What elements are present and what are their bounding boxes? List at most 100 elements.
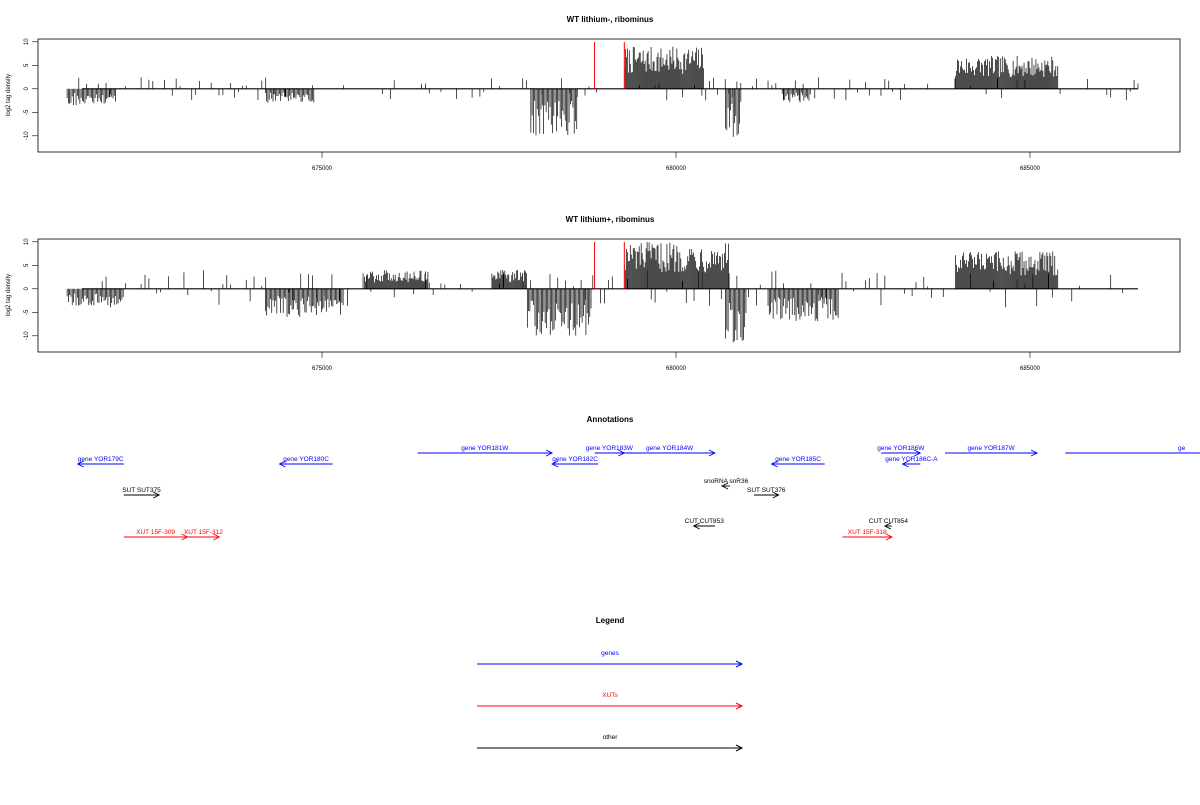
y-tick-label: 0 [24,86,30,90]
plot-frame [37,238,1181,353]
annotation-feature: XUT 15F-309 [123,529,189,541]
annotation-feature: ge [1065,445,1200,454]
y-tick-label: -5 [24,109,30,115]
arrowhead-icon [76,460,84,468]
arrowhead-icon [181,533,189,541]
chart-title: WT lithium+, ribominus [566,215,655,224]
annotation-feature: gene YOR179C [76,456,124,468]
y-tick-label: -5 [24,309,30,315]
y-tick-label: 5 [24,63,30,67]
marker-lines [594,242,625,289]
annotation-feature: CUT CUT854 [869,518,909,530]
chart-lithium-minus: WT lithium-, ribominus log2 tag density … [6,15,1181,172]
feature-label: snoRNA snR36 [704,478,749,485]
arrowhead-icon [914,449,922,457]
feature-label: gene YOR180C [283,456,329,463]
chart-title: WT lithium-, ribominus [567,15,654,24]
chart-lithium-plus: WT lithium+, ribominus log2 tag density … [6,215,1181,372]
x-tick-label: 680000 [666,366,687,372]
arrowhead-icon [1030,449,1039,457]
arrowhead-icon [772,491,780,499]
x-tick-label: 675000 [312,166,333,172]
annotation-feature: SUT SUT376 [747,487,786,499]
legend-item-other: other [477,734,744,752]
y-axis-label: log2 tag density [6,74,12,116]
x-axis: 675000 680000 685000 [312,152,1041,172]
feature-label: CUT CUT853 [685,518,725,525]
feature-label: ge [1178,445,1186,452]
annotation-feature: gene YOR185C [770,456,825,468]
signal-bars [66,46,1139,137]
y-axis-label: log2 tag density [6,274,12,316]
y-tick-label: 0 [24,286,30,290]
feature-label: XUT 15F-312 [184,529,223,536]
feature-label: gene YOR186C-A [885,456,938,463]
y-tick-label: 5 [24,263,30,267]
feature-label: SUT SUT375 [122,487,161,494]
annotation-feature: gene YOR187W [945,445,1039,457]
feature-label: XUT 15F-309 [136,529,175,536]
arrowhead-icon [278,460,286,468]
x-tick-label: 680000 [666,166,687,172]
arrowhead-icon [901,460,909,468]
legend-label: XUTs [602,692,618,699]
y-tick-label: -10 [24,131,30,140]
feature-label: gene YOR186W [877,445,925,452]
feature-label: gene YOR184W [646,445,694,452]
annotation-features: gene YOR179C gene YOR180C gene YOR181W gene… [76,445,1200,541]
feature-label: gene YOR183W [586,445,634,452]
annotation-feature: gene YOR183W [586,445,634,457]
legend-item-xuts: XUTs [477,692,744,710]
arrowhead-icon [770,460,778,468]
feature-label: gene YOR181W [461,445,509,452]
annotation-feature: XUT 15F-312 [184,529,223,541]
feature-label: CUT CUT854 [869,518,909,525]
y-tick-label: -10 [24,331,30,340]
annotation-feature: CUT CUT853 [685,518,725,530]
x-tick-label: 685000 [1020,166,1041,172]
y-axis: 10 5 0 -5 -10 [24,38,38,140]
legend-label: other [603,734,619,741]
legend-label: genes [601,650,619,657]
feature-label: XUT 15F-318 [848,529,887,536]
feature-label: gene YOR179C [78,456,124,463]
y-tick-label: 10 [24,238,30,245]
x-tick-label: 675000 [312,366,333,372]
signal-bars [66,242,1123,343]
arrowhead-icon [213,533,221,541]
plot-frame [37,38,1181,153]
feature-label: SUT SUT376 [747,487,786,494]
x-axis: 675000 680000 685000 [312,352,1041,372]
annotations-title: Annotations [587,415,634,424]
y-axis: 10 5 0 -5 -10 [24,238,38,340]
arrowhead-icon [885,533,893,541]
feature-label: gene YOR182C [552,456,598,463]
annotation-feature: SUT SUT375 [122,487,161,499]
x-tick-label: 685000 [1020,366,1041,372]
arrowhead-icon [720,482,729,490]
legend: Legend genes XUTs other [477,616,744,752]
arrowhead-icon [692,522,700,530]
annotation-feature: gene YOR181W [417,445,554,457]
annotations-panel: Annotations gene YOR179C gene YOR180Cgene… [76,415,1200,541]
arrowhead-icon [735,702,744,710]
arrowhead-icon [708,449,716,457]
arrowhead-icon [735,744,744,752]
annotation-feature: gene YOR186C-A [885,456,938,468]
arrowhead-icon [551,460,559,468]
arrowhead-icon [545,449,554,457]
legend-title: Legend [596,616,625,625]
annotation-feature: snoRNA snR36 [704,478,749,490]
annotation-feature: gene YOR180C [278,456,333,468]
feature-label: gene YOR185C [775,456,821,463]
annotation-feature: gene YOR186W [877,445,925,457]
legend-item-genes: genes [477,650,744,668]
annotation-feature: XUT 15F-318 [842,529,893,541]
arrowhead-icon [883,522,892,530]
marker-lines [594,42,625,89]
annotation-feature: gene YOR184W [624,445,716,457]
feature-label: gene YOR187W [967,445,1015,452]
y-tick-label: 10 [24,38,30,45]
